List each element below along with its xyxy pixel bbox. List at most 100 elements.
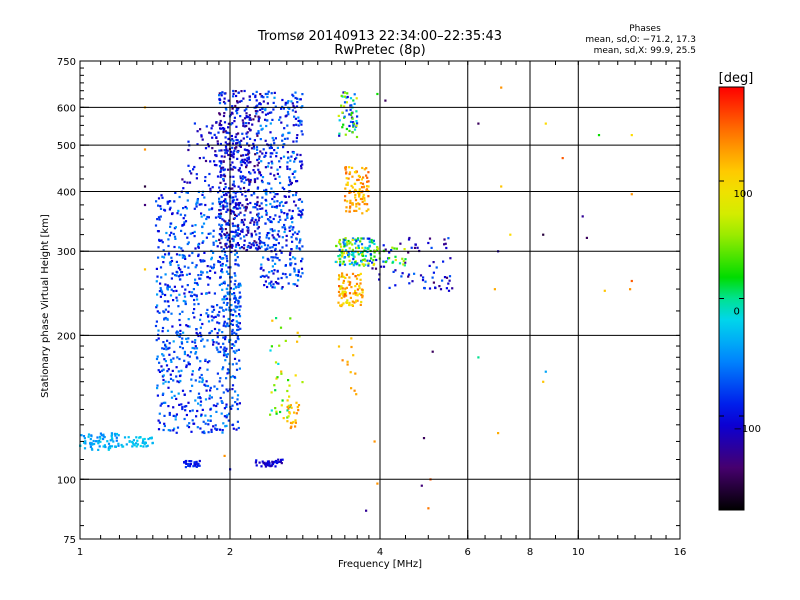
data-point bbox=[196, 298, 199, 301]
data-point bbox=[408, 236, 411, 240]
data-point bbox=[258, 232, 261, 235]
data-point bbox=[264, 465, 267, 468]
data-point bbox=[348, 283, 351, 286]
data-point bbox=[205, 236, 208, 239]
data-point bbox=[391, 261, 394, 264]
data-point bbox=[252, 244, 255, 247]
data-point bbox=[291, 240, 294, 243]
data-point bbox=[170, 312, 173, 315]
data-point bbox=[218, 261, 222, 264]
data-point bbox=[344, 168, 347, 171]
data-point bbox=[269, 202, 272, 206]
data-point bbox=[290, 155, 293, 158]
data-point bbox=[285, 244, 288, 247]
data-point bbox=[246, 149, 249, 152]
data-point bbox=[182, 217, 185, 220]
data-point bbox=[182, 223, 186, 226]
data-point bbox=[281, 236, 284, 239]
data-point bbox=[338, 238, 341, 242]
data-point bbox=[358, 292, 361, 295]
data-point bbox=[225, 257, 228, 260]
data-point bbox=[276, 200, 279, 203]
data-point bbox=[102, 437, 105, 441]
data-point bbox=[196, 333, 199, 336]
data-point bbox=[197, 253, 200, 256]
data-point bbox=[230, 276, 233, 279]
data-point bbox=[232, 350, 235, 353]
data-point bbox=[223, 155, 226, 158]
data-point bbox=[255, 99, 258, 102]
data-point bbox=[222, 324, 225, 327]
data-point bbox=[195, 203, 198, 206]
data-point bbox=[242, 176, 246, 179]
data-point bbox=[269, 349, 272, 352]
data-point bbox=[219, 205, 222, 208]
data-point bbox=[267, 162, 270, 165]
data-point bbox=[286, 165, 289, 168]
data-point bbox=[245, 164, 248, 167]
data-point bbox=[252, 242, 255, 245]
data-point bbox=[215, 410, 218, 413]
data-point bbox=[205, 312, 208, 315]
data-point bbox=[364, 202, 367, 206]
data-point bbox=[100, 434, 103, 437]
data-point bbox=[257, 168, 260, 171]
data-point bbox=[184, 466, 187, 469]
data-point bbox=[143, 443, 146, 446]
data-point bbox=[271, 230, 274, 233]
data-point bbox=[200, 413, 203, 416]
data-point bbox=[341, 292, 344, 295]
data-point bbox=[201, 271, 204, 274]
data-point bbox=[191, 261, 194, 264]
data-point bbox=[286, 124, 289, 127]
data-point bbox=[276, 168, 279, 171]
y-tick-label: 200 bbox=[57, 331, 76, 342]
data-point bbox=[360, 300, 363, 304]
data-point bbox=[352, 99, 355, 102]
data-point bbox=[234, 401, 237, 404]
data-point bbox=[120, 443, 123, 447]
data-points bbox=[79, 86, 633, 512]
data-point bbox=[238, 359, 241, 362]
data-point bbox=[209, 408, 212, 411]
data-point bbox=[256, 110, 259, 113]
data-point bbox=[244, 176, 247, 179]
data-point bbox=[348, 247, 351, 250]
data-point bbox=[184, 220, 188, 223]
data-point bbox=[352, 264, 355, 267]
data-point bbox=[164, 401, 167, 404]
data-point bbox=[355, 238, 358, 241]
data-point bbox=[139, 436, 142, 439]
data-point bbox=[271, 152, 274, 155]
data-point bbox=[287, 282, 290, 285]
data-point bbox=[223, 149, 226, 152]
data-point bbox=[277, 282, 280, 285]
data-point bbox=[181, 347, 184, 350]
data-point bbox=[201, 380, 204, 384]
data-point bbox=[278, 118, 281, 121]
data-point bbox=[280, 287, 283, 290]
data-point bbox=[226, 297, 229, 300]
data-point bbox=[299, 214, 302, 217]
data-point bbox=[269, 131, 272, 134]
data-point bbox=[355, 246, 358, 249]
data-point bbox=[368, 244, 371, 247]
data-point bbox=[232, 139, 235, 142]
data-point bbox=[366, 176, 369, 179]
data-point bbox=[252, 145, 255, 148]
data-point bbox=[114, 434, 117, 437]
data-point bbox=[189, 410, 192, 413]
data-point bbox=[404, 258, 407, 261]
data-point bbox=[192, 288, 195, 291]
data-point bbox=[219, 170, 222, 174]
data-point bbox=[424, 280, 427, 283]
data-point bbox=[239, 187, 242, 190]
data-point bbox=[286, 416, 289, 419]
data-point bbox=[226, 239, 229, 242]
data-point bbox=[207, 423, 210, 426]
data-point bbox=[164, 283, 167, 286]
data-point bbox=[256, 164, 259, 167]
data-point bbox=[288, 195, 291, 198]
data-point bbox=[212, 241, 215, 244]
data-point bbox=[200, 203, 203, 206]
